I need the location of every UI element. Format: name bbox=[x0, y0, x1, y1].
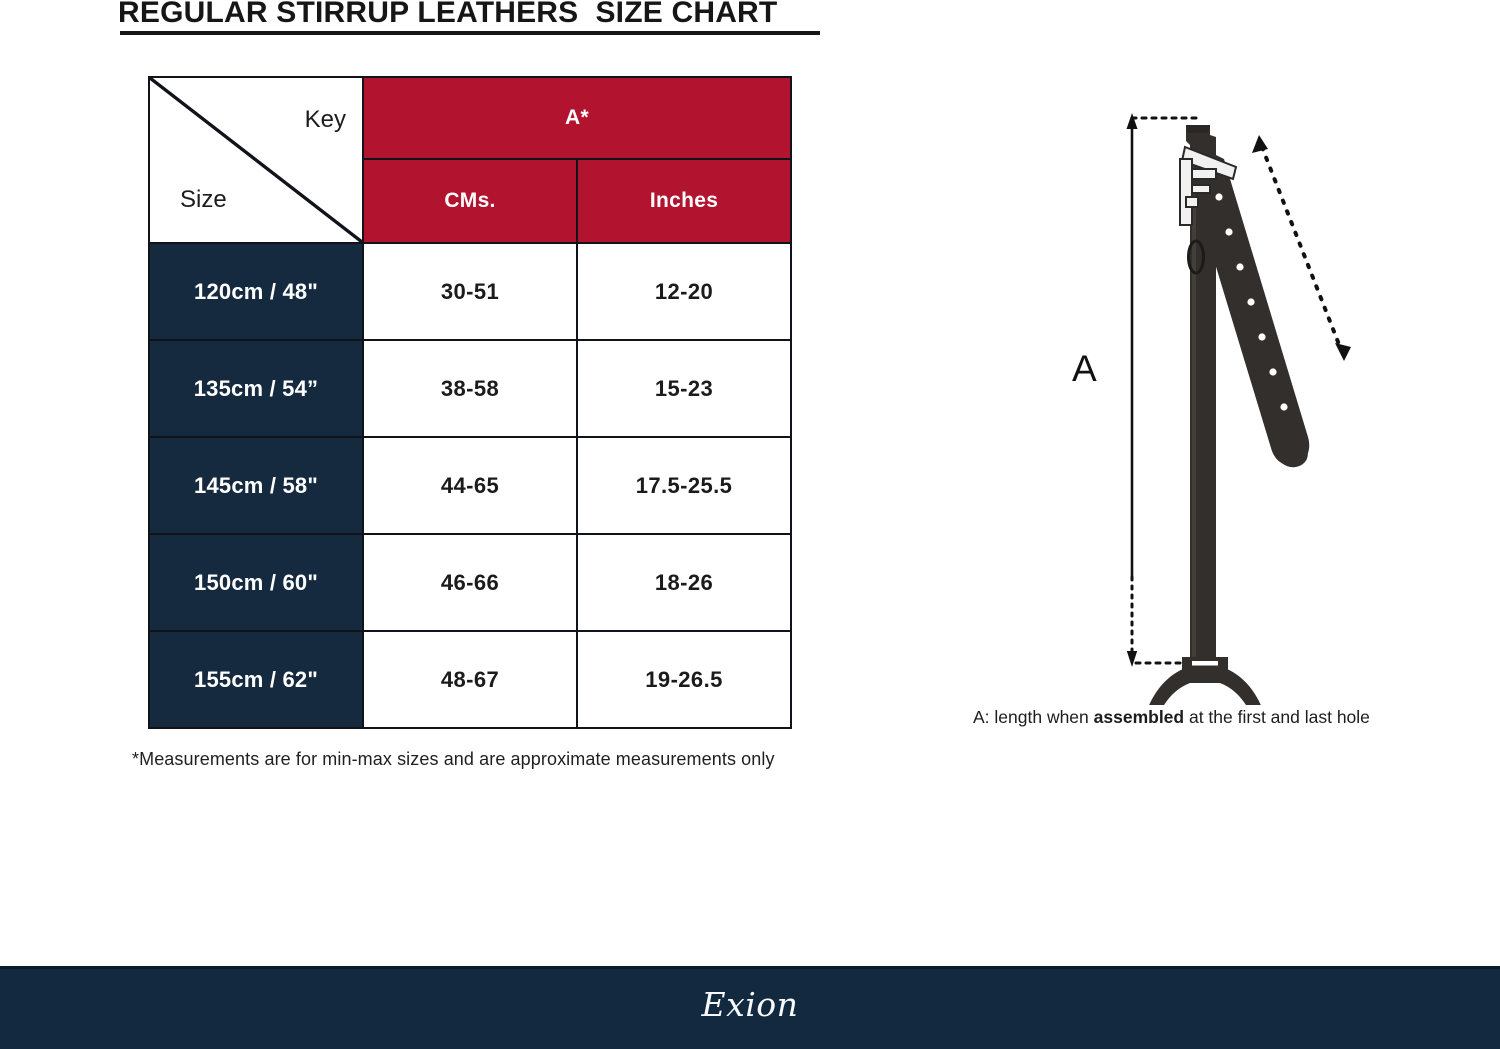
footer-band bbox=[0, 966, 1500, 1049]
row-value-inches: 17.5-25.5 bbox=[575, 436, 793, 535]
table-row: 145cm / 58" 44-65 17.5-25.5 bbox=[148, 436, 793, 535]
row-size-label: 120cm / 48" bbox=[148, 242, 364, 341]
group-header-a: A* bbox=[361, 76, 793, 160]
row-size-label: 145cm / 58" bbox=[148, 436, 364, 535]
key-size-diagonal-cell: Key Size bbox=[148, 76, 364, 244]
table-footnote: *Measurements are for min-max sizes and … bbox=[132, 749, 775, 769]
stirrup-leather-diagram bbox=[1040, 85, 1420, 705]
key-header-label: Key bbox=[304, 106, 346, 133]
caption-prefix: A: length when bbox=[973, 707, 1094, 727]
row-value-inches: 12-20 bbox=[575, 242, 793, 341]
row-value-cms: 44-65 bbox=[362, 436, 578, 535]
title-underline-rule bbox=[120, 31, 820, 35]
table-row: 135cm / 54” 38-58 15-23 bbox=[148, 339, 793, 438]
row-size-label: 135cm / 54” bbox=[148, 339, 364, 438]
page-title: REGULAR STIRRUP LEATHERS SIZE CHART bbox=[118, 0, 778, 29]
row-value-cms: 48-67 bbox=[362, 630, 578, 729]
adjustment-arrow bbox=[1252, 135, 1351, 361]
dimension-arrowhead-bottom bbox=[1126, 651, 1138, 667]
table-header-row-units: CMs. Inches bbox=[149, 158, 793, 244]
brand-logo: Exion bbox=[701, 985, 799, 1024]
dimension-label-a: A bbox=[1072, 348, 1097, 389]
row-value-cms: 38-58 bbox=[362, 339, 578, 438]
row-value-cms: 46-66 bbox=[362, 533, 578, 632]
row-value-inches: 18-26 bbox=[575, 533, 793, 632]
adjustment-arrowhead-down bbox=[1335, 343, 1351, 361]
diagram-caption: A: length when assembled at the first an… bbox=[973, 707, 1370, 728]
table-row: 150cm / 60" 46-66 18-26 bbox=[148, 533, 793, 632]
table-row: 120cm / 48" 30-51 12-20 bbox=[148, 242, 793, 341]
leather-strap-hanging-end bbox=[1190, 147, 1310, 468]
table-header-row-group: Key Size A* bbox=[148, 76, 793, 244]
row-value-inches: 15-23 bbox=[575, 339, 793, 438]
row-size-label: 150cm / 60" bbox=[148, 533, 364, 632]
column-header-cms: CMs. bbox=[362, 158, 578, 244]
adjustment-arrowhead-up bbox=[1252, 135, 1268, 153]
row-value-inches: 19-26.5 bbox=[575, 630, 793, 729]
buckle-icon bbox=[1179, 145, 1238, 226]
caption-suffix: at the first and last hole bbox=[1184, 707, 1370, 727]
leather-strap-vertical bbox=[1186, 125, 1216, 663]
caption-emphasis: assembled bbox=[1093, 707, 1185, 727]
size-chart-table-container: Key Size A* CMs. Inches 120cm / 48" 30-5… bbox=[148, 76, 793, 729]
table-row: 155cm / 62" 48-67 19-26.5 bbox=[148, 630, 793, 729]
row-value-cms: 30-51 bbox=[362, 242, 578, 341]
dimension-arrowhead-top bbox=[1126, 113, 1138, 129]
size-header-label: Size bbox=[180, 186, 227, 213]
strap-holes bbox=[1215, 193, 1288, 411]
column-header-inches: Inches bbox=[575, 158, 793, 244]
leather-keeper-loop bbox=[1187, 239, 1205, 275]
stirrup-iron-icon bbox=[1149, 657, 1261, 705]
table-body: 120cm / 48" 30-51 12-20 135cm / 54” 38-5… bbox=[148, 242, 793, 729]
table-head: Key Size A* CMs. Inches bbox=[148, 76, 793, 244]
diagonal-divider-icon bbox=[150, 78, 362, 242]
size-chart-table: Key Size A* CMs. Inches 120cm / 48" 30-5… bbox=[148, 76, 793, 729]
row-size-label: 155cm / 62" bbox=[148, 630, 364, 729]
